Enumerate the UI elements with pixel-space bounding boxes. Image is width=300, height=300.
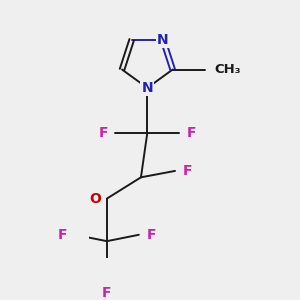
Text: N: N (142, 81, 153, 95)
Text: CH₃: CH₃ (214, 63, 241, 76)
Text: N: N (157, 33, 169, 47)
Text: F: F (98, 126, 108, 140)
Text: F: F (146, 228, 156, 242)
Text: O: O (90, 192, 102, 206)
Text: F: F (58, 228, 68, 242)
Text: F: F (182, 164, 192, 178)
Text: F: F (187, 126, 196, 140)
Text: F: F (102, 286, 112, 300)
